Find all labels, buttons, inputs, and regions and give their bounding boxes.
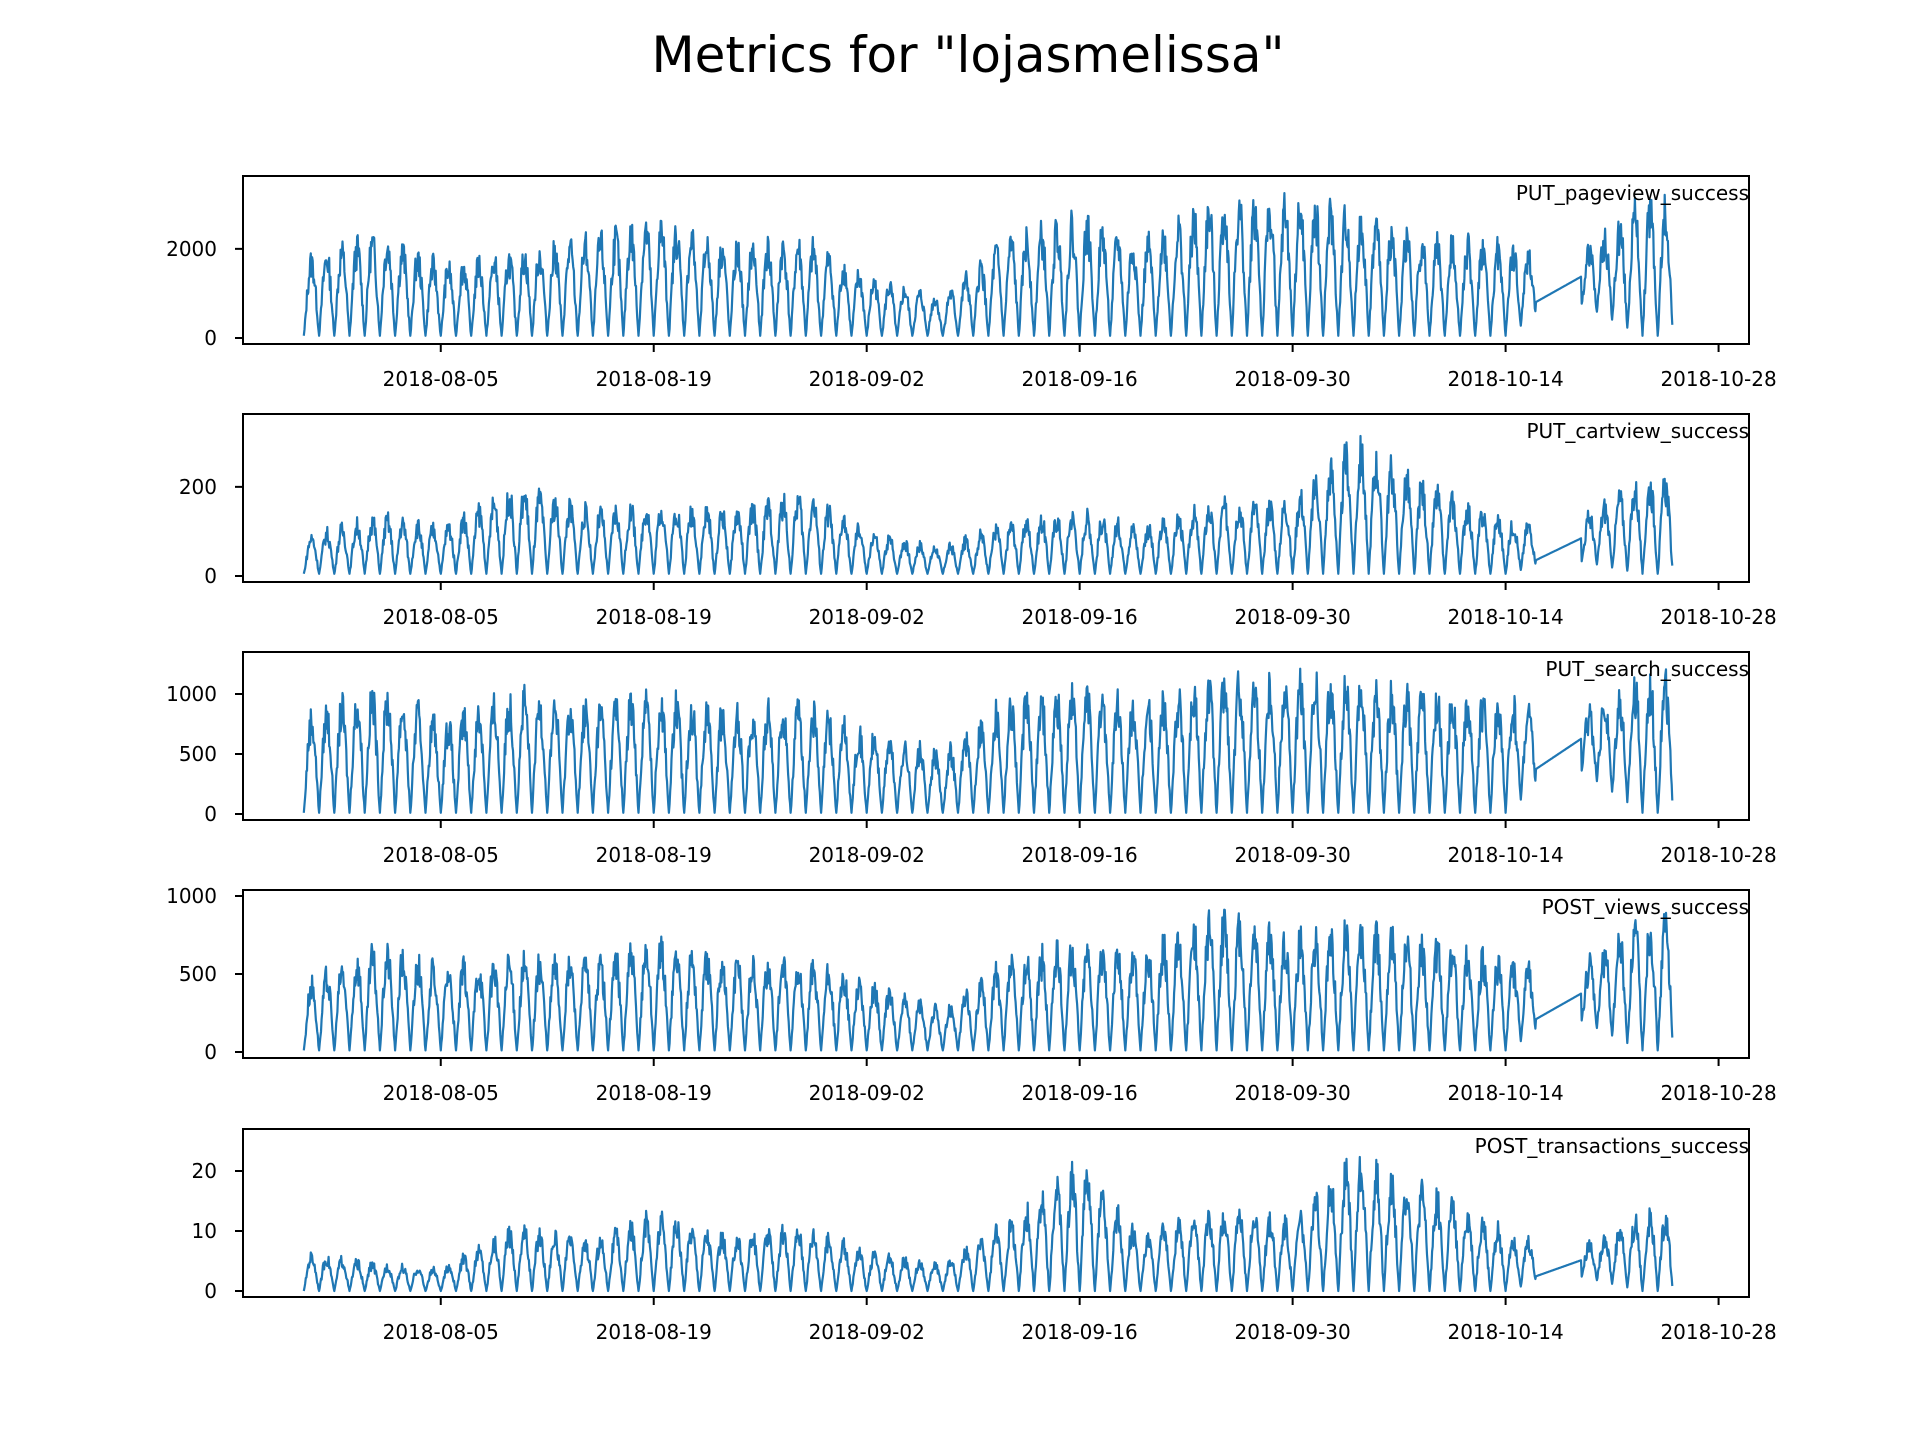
panel-PUT_search_success: PUT_search_success 2018-08-05 2018-08-19 20… bbox=[166, 651, 1777, 867]
axes-frame bbox=[242, 413, 1750, 583]
x-tick-label: 2018-09-30 bbox=[1235, 843, 1351, 867]
series-line bbox=[302, 908, 1674, 1052]
panel-label: POST_transactions_success bbox=[1475, 1134, 1749, 1158]
x-tick-label: 2018-08-19 bbox=[596, 1081, 712, 1105]
x-tick-label: 2018-09-02 bbox=[809, 1081, 925, 1105]
y-tick-label: 0 bbox=[204, 802, 217, 826]
x-tick-label: 2018-10-14 bbox=[1447, 1320, 1563, 1344]
x-tick-label: 2018-10-28 bbox=[1660, 843, 1776, 867]
y-tick-label: 20 bbox=[192, 1159, 217, 1183]
x-tick-label: 2018-08-05 bbox=[383, 843, 499, 867]
y-tick-label: 0 bbox=[204, 326, 217, 350]
y-tick-label: 1000 bbox=[166, 682, 217, 706]
y-tick-label: 2000 bbox=[166, 237, 217, 261]
x-tick-label: 2018-09-16 bbox=[1022, 367, 1138, 391]
x-tick-label: 2018-08-19 bbox=[596, 605, 712, 629]
x-tick-label: 2018-08-05 bbox=[383, 1320, 499, 1344]
series-line bbox=[302, 667, 1674, 814]
x-tick-label: 2018-09-30 bbox=[1235, 1320, 1351, 1344]
x-tick-label: 2018-09-02 bbox=[809, 1320, 925, 1344]
panel-POST_transactions_success: POST_transactions_success 2018-08-05 2018-… bbox=[192, 1128, 1777, 1344]
x-tick-label: 2018-09-16 bbox=[1022, 1081, 1138, 1105]
y-tick-label: 0 bbox=[204, 1279, 217, 1303]
y-tick-label: 500 bbox=[179, 742, 217, 766]
x-tick-label: 2018-09-30 bbox=[1235, 605, 1351, 629]
y-tick-label: 0 bbox=[204, 1040, 217, 1064]
panel-PUT_cartview_success: PUT_cartview_success 2018-08-05 2018-08-19… bbox=[179, 413, 1777, 629]
series-line bbox=[302, 434, 1674, 575]
axes-frame bbox=[242, 651, 1750, 821]
x-tick-label: 2018-08-19 bbox=[596, 1320, 712, 1344]
x-tick-label: 2018-09-02 bbox=[809, 367, 925, 391]
axes-frame bbox=[242, 1128, 1750, 1298]
panel-POST_views_success: POST_views_success 2018-08-05 2018-08-19 20… bbox=[166, 884, 1777, 1105]
panel-PUT_pageview_success: PUT_pageview_success 2018-08-05 2018-08-19… bbox=[166, 175, 1777, 391]
y-tick-label: 1000 bbox=[166, 884, 217, 908]
series-line bbox=[302, 192, 1674, 337]
panel-label: PUT_pageview_success bbox=[1516, 181, 1749, 205]
x-tick-label: 2018-10-28 bbox=[1660, 367, 1776, 391]
x-tick-label: 2018-09-02 bbox=[809, 843, 925, 867]
x-tick-label: 2018-10-14 bbox=[1447, 605, 1563, 629]
x-tick-label: 2018-10-14 bbox=[1447, 843, 1563, 867]
x-tick-label: 2018-10-14 bbox=[1447, 1081, 1563, 1105]
y-tick-label: 200 bbox=[179, 475, 217, 499]
x-tick-label: 2018-08-19 bbox=[596, 843, 712, 867]
x-tick-label: 2018-09-16 bbox=[1022, 605, 1138, 629]
x-tick-label: 2018-08-05 bbox=[383, 367, 499, 391]
series-line bbox=[302, 1155, 1674, 1293]
y-tick-label: 500 bbox=[179, 962, 217, 986]
y-tick-label: 10 bbox=[192, 1219, 217, 1243]
x-tick-label: 2018-10-28 bbox=[1660, 1320, 1776, 1344]
panels: PUT_pageview_success 2018-08-05 2018-08-19… bbox=[166, 175, 1777, 1344]
axes-frame bbox=[242, 175, 1750, 345]
x-tick-label: 2018-09-30 bbox=[1235, 1081, 1351, 1105]
x-tick-label: 2018-10-28 bbox=[1660, 605, 1776, 629]
figure-title: Metrics for "lojasmelissa" bbox=[651, 26, 1284, 84]
panel-label: PUT_cartview_success bbox=[1526, 419, 1749, 443]
x-tick-label: 2018-08-05 bbox=[383, 1081, 499, 1105]
x-tick-label: 2018-10-14 bbox=[1447, 367, 1563, 391]
x-tick-label: 2018-09-02 bbox=[809, 605, 925, 629]
panel-label: POST_views_success bbox=[1542, 895, 1749, 919]
x-tick-label: 2018-09-16 bbox=[1022, 843, 1138, 867]
x-tick-label: 2018-08-19 bbox=[596, 367, 712, 391]
panel-label: PUT_search_success bbox=[1545, 657, 1749, 681]
y-tick-label: 0 bbox=[204, 564, 217, 588]
x-tick-label: 2018-09-30 bbox=[1235, 367, 1351, 391]
x-tick-label: 2018-08-05 bbox=[383, 605, 499, 629]
x-tick-label: 2018-09-16 bbox=[1022, 1320, 1138, 1344]
x-tick-label: 2018-10-28 bbox=[1660, 1081, 1776, 1105]
